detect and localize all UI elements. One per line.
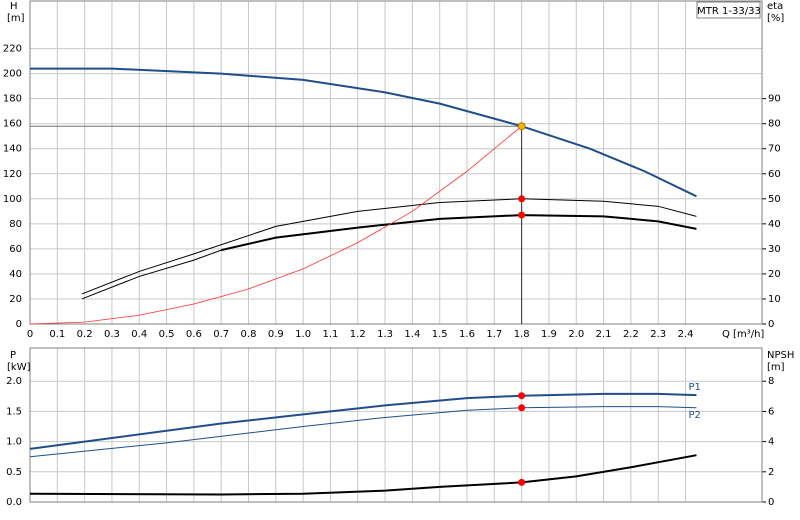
y-tick-label: 0	[16, 319, 22, 330]
x-tick-label: 0.4	[131, 329, 147, 340]
operating-point	[518, 478, 526, 486]
y-tick-label: 0.5	[6, 467, 22, 478]
x-tick-label: 0.2	[77, 329, 93, 340]
y-axis-label: H	[10, 1, 18, 12]
x-tick-label: 1.0	[295, 329, 311, 340]
y-tick-label: 180	[3, 94, 22, 105]
x-tick-label: 1.3	[377, 329, 393, 340]
y-tick-label: 80	[9, 219, 22, 230]
curve	[30, 67, 697, 198]
y2-tick-label: 60	[768, 169, 781, 180]
y2-tick-label: 40	[768, 219, 781, 230]
y2-tick-label: 80	[768, 119, 781, 130]
y-tick-label: 100	[3, 194, 22, 205]
y-tick-label: 20	[9, 294, 22, 305]
y2-tick-label: 2	[768, 467, 774, 478]
y2-tick-label: 20	[768, 269, 781, 280]
y2-axis-label: eta	[767, 1, 783, 12]
x-tick-label: 2.0	[568, 329, 584, 340]
x-tick-label: 0.6	[186, 329, 202, 340]
y2-tick-label: 4	[768, 437, 774, 448]
x-tick-label: 1.8	[514, 329, 530, 340]
x-tick-label: 0.9	[268, 329, 284, 340]
x-tick-label: 2.1	[596, 329, 612, 340]
y2-axis-unit: [%]	[767, 13, 784, 24]
annotation-box	[696, 1, 761, 19]
y-tick-label: 1.0	[6, 437, 22, 448]
y2-tick-label: 70	[768, 144, 781, 155]
curve	[81, 198, 697, 295]
x-tick-label: 0.1	[49, 329, 65, 340]
curve	[81, 249, 222, 300]
y2-tick-label: 10	[768, 294, 781, 305]
y-tick-label: 160	[3, 119, 22, 130]
y-tick-label: 0.0	[6, 497, 22, 508]
y2-tick-label: 8	[768, 376, 774, 387]
x-tick-label: 1.1	[322, 329, 338, 340]
x-axis-label: Q [m³/h]	[722, 329, 764, 340]
x-tick-label: 1.7	[486, 329, 502, 340]
y2-axis-label: NPSH	[767, 350, 794, 361]
curve	[220, 214, 697, 252]
y-tick-label: 140	[3, 144, 22, 155]
y2-tick-label: 50	[768, 194, 781, 205]
operating-point	[518, 392, 526, 400]
x-tick-label: 1.9	[541, 329, 557, 340]
x-tick-label: 0.5	[159, 329, 175, 340]
curve-label: P2	[688, 410, 700, 421]
x-tick-label: 0.8	[241, 329, 257, 340]
curve	[29, 392, 697, 450]
plot-frame	[29, 0, 763, 325]
y-tick-label: 2.0	[6, 376, 22, 387]
x-tick-label: 1.4	[404, 329, 420, 340]
plot-frame	[29, 347, 763, 503]
operating-point	[518, 195, 526, 203]
curve-label: P1	[688, 382, 700, 393]
operating-point	[517, 122, 526, 131]
annotation: MTR 1-33/33	[697, 6, 761, 17]
y-axis-unit: [m]	[7, 13, 25, 24]
x-tick-label: 1.2	[350, 329, 366, 340]
y-tick-label: 200	[3, 69, 22, 80]
y-axis-unit: [kW]	[7, 362, 31, 373]
y2-tick-label: 0	[768, 319, 774, 330]
x-tick-label: 2.2	[623, 329, 639, 340]
y2-tick-label: 0	[768, 497, 774, 508]
x-tick-label: 0	[27, 329, 33, 340]
y-tick-label: 120	[3, 169, 22, 180]
operating-point	[518, 211, 526, 219]
x-tick-label: 1.5	[432, 329, 448, 340]
y-tick-label: 220	[3, 44, 22, 55]
y-tick-label: 1.5	[6, 406, 22, 417]
x-tick-label: 0.7	[213, 329, 229, 340]
y2-axis-unit: [m]	[767, 362, 785, 373]
y-tick-label: 40	[9, 269, 22, 280]
x-tick-label: 0.3	[104, 329, 120, 340]
x-tick-label: 2.3	[650, 329, 666, 340]
curve	[29, 406, 697, 458]
operating-point	[518, 404, 526, 412]
y2-tick-label: 90	[768, 94, 781, 105]
y2-tick-label: 30	[768, 244, 781, 255]
y2-tick-label: 6	[768, 406, 774, 417]
curve	[29, 454, 697, 496]
y-tick-label: 60	[9, 244, 22, 255]
x-tick-label: 2.4	[678, 329, 694, 340]
x-tick-label: 1.6	[459, 329, 475, 340]
y-axis-label: P	[10, 350, 16, 361]
curve	[29, 125, 522, 325]
